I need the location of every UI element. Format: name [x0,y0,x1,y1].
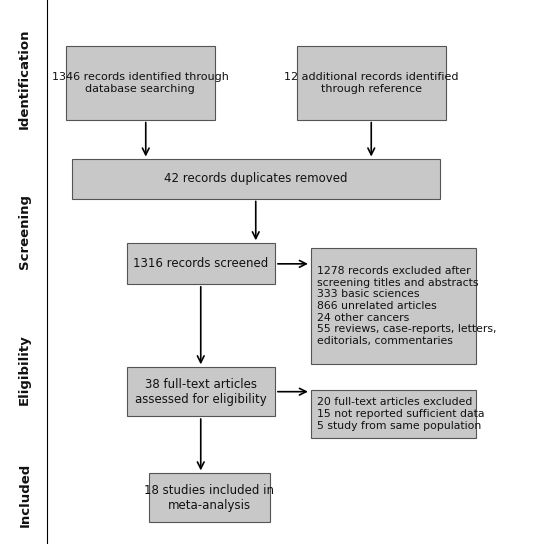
Text: 1278 records excluded after
screening titles and abstracts
333 basic sciences
86: 1278 records excluded after screening ti… [317,266,497,346]
Text: Included: Included [18,463,31,527]
FancyBboxPatch shape [66,46,214,120]
Text: 38 full-text articles
assessed for eligibility: 38 full-text articles assessed for eligi… [135,378,267,406]
Text: 1316 records screened: 1316 records screened [133,257,268,270]
FancyBboxPatch shape [311,390,476,438]
FancyBboxPatch shape [72,159,440,199]
Text: Screening: Screening [18,194,31,269]
Text: 12 additional records identified
through reference: 12 additional records identified through… [284,72,459,94]
Text: Identification: Identification [18,29,31,129]
FancyBboxPatch shape [148,473,270,522]
FancyBboxPatch shape [311,248,476,364]
Text: 42 records duplicates removed: 42 records duplicates removed [164,172,348,186]
FancyBboxPatch shape [297,46,446,120]
FancyBboxPatch shape [126,243,275,284]
FancyBboxPatch shape [126,367,275,416]
Text: 1346 records identified through
database searching: 1346 records identified through database… [52,72,229,94]
Text: Eligibility: Eligibility [18,335,31,405]
Text: 18 studies included in
meta-analysis: 18 studies included in meta-analysis [144,484,274,512]
Text: 20 full-text articles excluded
15 not reported sufficient data
5 study from same: 20 full-text articles excluded 15 not re… [317,397,485,431]
